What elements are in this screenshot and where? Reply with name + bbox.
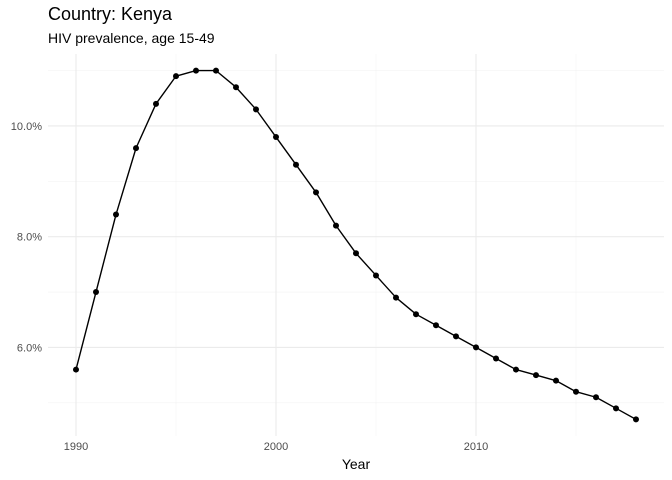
chart-subtitle: HIV prevalence, age 15-49 <box>48 30 215 46</box>
series-layer <box>73 67 639 423</box>
data-point <box>333 222 339 229</box>
y-tick-label: 6.0% <box>17 342 42 354</box>
data-point <box>133 145 139 152</box>
data-point <box>573 388 579 395</box>
data-point <box>233 84 239 91</box>
x-axis-title: Year <box>342 456 371 472</box>
x-tick-label: 2010 <box>464 441 488 453</box>
y-tick-label: 10.0% <box>11 121 42 133</box>
data-point <box>633 416 639 423</box>
data-point <box>513 366 519 373</box>
data-point <box>473 344 479 351</box>
data-point <box>153 100 159 107</box>
data-point <box>193 67 199 74</box>
y-tick-label: 8.0% <box>17 232 42 244</box>
data-point <box>453 333 459 340</box>
data-point <box>393 294 399 301</box>
series-line <box>75 69 637 421</box>
axis-layer: 1990 2000 2010 6.0% 8.0% 10.0% <box>11 121 488 453</box>
data-point <box>73 366 79 373</box>
data-point <box>173 73 179 80</box>
data-point <box>553 377 559 384</box>
chart-title: Country: Kenya <box>48 4 173 24</box>
data-point <box>413 311 419 318</box>
data-point <box>533 372 539 379</box>
data-point <box>253 106 259 113</box>
data-point <box>293 161 299 168</box>
data-point <box>353 250 359 257</box>
x-tick-label: 1990 <box>64 441 88 453</box>
data-point <box>93 289 99 296</box>
data-point <box>273 134 279 141</box>
data-point <box>213 67 219 74</box>
data-point <box>113 211 119 218</box>
data-point <box>373 272 379 279</box>
data-point <box>593 394 599 401</box>
data-point <box>613 405 619 412</box>
data-point <box>313 189 319 196</box>
x-tick-label: 2000 <box>264 441 288 453</box>
data-point <box>433 322 439 329</box>
grid-layer <box>48 54 664 436</box>
data-point <box>493 355 499 362</box>
